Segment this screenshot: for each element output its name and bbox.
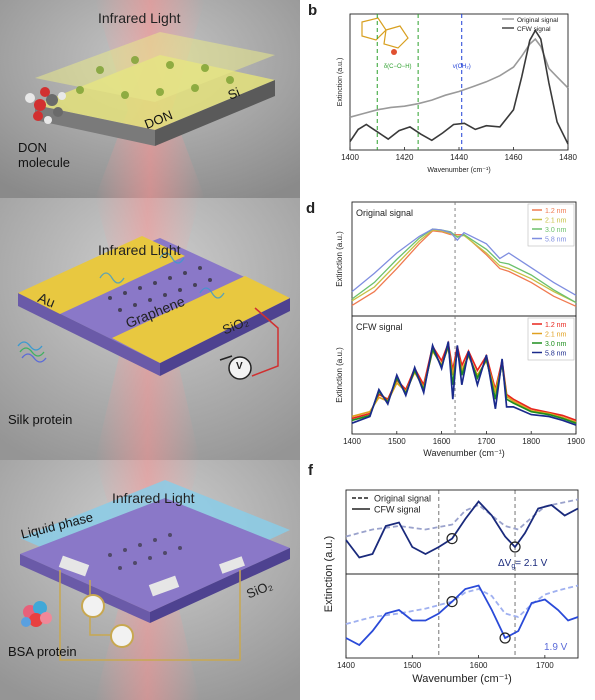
panel-e-illustration: Infrared Light Liquid phase SiO₂ BSA pro… — [0, 460, 300, 700]
chart-d-xtick-label: 1900 — [567, 437, 585, 446]
electrode-pad — [219, 556, 245, 574]
chart-b-annotation-ch2: ν(CH₂) — [453, 64, 471, 70]
panel-c-device-drawing — [0, 198, 300, 460]
chart-d: Original signal Extinction (a.u.) 1.2 nm 2.… — [335, 201, 585, 458]
chart-d-subplot-title: Original signal — [356, 208, 413, 218]
sio2-substrate — [20, 498, 290, 612]
chart-f-annotation: 1.9 V — [544, 642, 568, 653]
chart-d-ylabel: Extinction (a.u.) — [335, 231, 344, 287]
chart-f-legend-label: Original signal — [374, 494, 431, 504]
panel-e-light-label: Infrared Light — [112, 490, 195, 506]
chart-d-legend-label: 1.2 nm — [545, 208, 567, 215]
voltmeter-icon — [81, 594, 105, 618]
voltmeter-icon — [110, 624, 134, 648]
panel-a-device-drawing — [0, 0, 300, 198]
chart-b: δ(C−O−H) ν(CH₂) Original signal CFW signal 1… — [337, 13, 577, 174]
chart-b-xtick-label: 1420 — [396, 153, 414, 162]
chart-d-subplot-title: CFW signal — [356, 322, 403, 332]
chart-f-series-line — [345, 500, 579, 559]
chart-f-series-line — [345, 584, 579, 647]
chart-d-legend-label: 3.0 nm — [545, 227, 567, 234]
panel-c-light-label: Infrared Light — [98, 242, 181, 258]
chart-f-xtick-label: 1500 — [403, 661, 421, 670]
panel-letter-f: f — [308, 462, 313, 479]
chart-d-legend-label: 5.8 nm — [545, 351, 567, 358]
chart-b-molecule-structure — [361, 17, 409, 55]
chart-b-series-line — [349, 28, 569, 145]
panel-a-molecule-label: DON molecule — [18, 140, 71, 170]
chart-d-xtick-label: 1600 — [433, 437, 451, 446]
chart-d-xtick-label: 1700 — [478, 437, 496, 446]
panel-a-light-label: Infrared Light — [98, 10, 181, 26]
chart-b-xlabel: Wavenumber (cm⁻¹) — [427, 167, 490, 174]
chart-f-xtick-label: 1600 — [470, 661, 488, 670]
panel-a-illustration: Infrared Light DON Si DON molecule — [0, 0, 300, 198]
chart-f-marker — [446, 532, 458, 545]
chart-f-legend-label: CFW signal — [374, 505, 421, 515]
bsa-protein-model — [21, 601, 52, 627]
chart-d-ylabel: Extinction (a.u.) — [335, 347, 344, 403]
chart-f-ylabel: Extinction (a.u.) — [323, 536, 335, 612]
electrode-pad — [58, 555, 90, 577]
molecule-oh — [391, 49, 397, 55]
chart-d-series-line — [351, 228, 577, 304]
au-electrode-right — [112, 276, 290, 363]
chart-f-marker — [499, 632, 511, 644]
electrode-pad — [148, 575, 180, 597]
chart-b-frame — [349, 13, 569, 151]
silk-protein-model — [17, 341, 47, 363]
molecule-ring — [361, 17, 387, 41]
chart-f-marker — [509, 541, 521, 553]
voltmeter-icon — [228, 356, 252, 380]
chart-d-xlabel: Wavenumber (cm⁻¹) — [423, 448, 504, 458]
chart-f-annotation: ΔVg= 2.1 V — [498, 558, 548, 570]
chart-d-frame — [351, 315, 577, 435]
chart-d-series-line — [351, 229, 577, 304]
chart-b-annotation-coh: δ(C−O−H) — [384, 64, 412, 70]
chart-b-xtick-label: 1480 — [559, 153, 577, 162]
chart-b-legend-label: Original signal — [517, 17, 559, 24]
chart-d-xtick-label: 1400 — [343, 437, 361, 446]
chart-f-xlabel: Wavenumber (cm⁻¹) — [412, 673, 512, 685]
chart-f-frame — [345, 573, 579, 659]
panel-e-protein-label: BSA protein — [8, 644, 77, 659]
chart-b-xtick-label: 1440 — [450, 153, 468, 162]
chart-d-series-line — [351, 230, 577, 307]
chart-b-ylabel: Extinction (a.u.) — [337, 58, 344, 107]
chart-b-xtick-label: 1460 — [505, 153, 523, 162]
panel-c-protein-label: Silk protein — [8, 412, 73, 427]
chart-d-legend-label: 2.1 nm — [545, 332, 567, 339]
don-molecule-model — [25, 87, 66, 124]
chart-f-xtick-label: 1400 — [337, 661, 355, 670]
chart-b-xtick-label: 1400 — [341, 153, 359, 162]
chart-f-series-line — [345, 498, 579, 538]
chart-d-legend-label: 1.2 nm — [545, 322, 567, 329]
chart-d-series-line — [351, 341, 577, 426]
chart-f-marker — [446, 596, 458, 608]
chart-f-xtick-label: 1700 — [536, 661, 554, 670]
chart-d-series-line — [351, 228, 577, 296]
chart-d-legend-label: 3.0 nm — [545, 341, 567, 348]
chart-b-series-line — [349, 37, 569, 118]
molecule-ring — [383, 25, 409, 49]
panel-c-illustration: Infrared Light Au Graphene SiO₂ V Silk p… — [0, 198, 300, 460]
chart-d-xtick-label: 1500 — [388, 437, 406, 446]
panel-letter-d: d — [306, 200, 316, 217]
chart-d-legend-label: 5.8 nm — [545, 237, 567, 244]
chart-b-legend-label: CFW signal — [517, 26, 551, 33]
chart-d-xtick-label: 1800 — [522, 437, 540, 446]
panel-c-voltmeter-label: V — [236, 361, 243, 372]
chart-d-legend-label: 2.1 nm — [545, 218, 567, 225]
panel-letter-b: b — [308, 2, 318, 19]
panel-e-device-drawing — [0, 460, 300, 700]
